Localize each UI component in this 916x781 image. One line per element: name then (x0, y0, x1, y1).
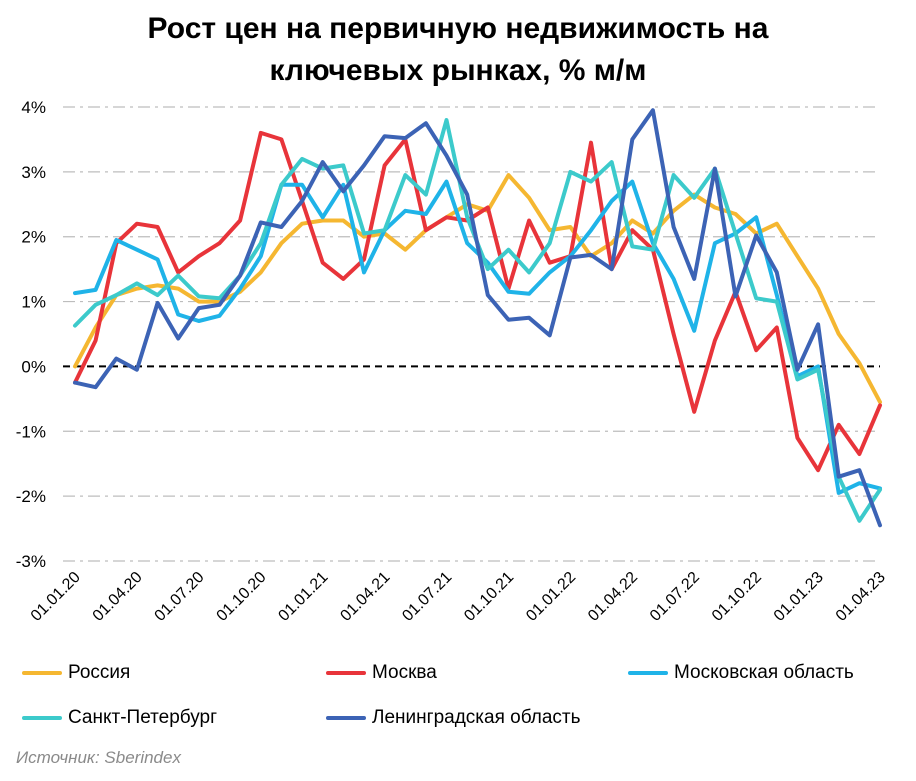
series-line-mo (73, 179, 882, 495)
x-tick-label: 01.01.20 (28, 569, 84, 625)
series-line-russia (73, 173, 882, 405)
x-tick-label: 01.01.22 (523, 569, 579, 625)
y-tick-label: 0% (21, 357, 46, 376)
legend-item-lo: Ленинградская область (326, 707, 581, 729)
legend-label-moscow: Москва (372, 662, 437, 683)
x-tick-label: 01.01.23 (771, 569, 827, 625)
legend-item-spb: Санкт-Петербург (22, 707, 217, 729)
x-tick-label: 01.01.21 (275, 569, 331, 625)
legend-label-mo: Московская область (674, 662, 854, 683)
y-tick-label: 2% (21, 228, 46, 247)
chart-title: Рост цен на первичную недвижимость на кл… (0, 8, 916, 92)
y-tick-label: 3% (21, 163, 46, 182)
x-tick-label: 01.04.20 (90, 569, 146, 625)
series-line-lo (73, 108, 882, 528)
legend-swatch-mo (628, 671, 668, 675)
y-tick-label: -1% (16, 422, 46, 441)
source-note: Источник: Sberindex (16, 748, 181, 767)
legend-swatch-moscow (326, 671, 366, 675)
legend-swatch-lo (326, 716, 366, 720)
legend-swatch-russia (22, 671, 62, 675)
x-tick-label: 01.07.21 (399, 569, 455, 625)
y-tick-label: 4% (21, 98, 46, 117)
legend-label-lo: Ленинградская область (372, 707, 581, 728)
x-tick-label: 01.04.23 (833, 569, 889, 625)
x-tick-label: 01.04.22 (585, 569, 641, 625)
legend-swatch-spb (22, 716, 62, 720)
series-line-moscow (73, 130, 882, 473)
legend-item-mo: Московская область (628, 662, 854, 684)
legend-item-russia: Россия (22, 662, 130, 684)
y-tick-label: -3% (16, 552, 46, 571)
legend-item-moscow: Москва (326, 662, 437, 684)
x-tick-label: 01.10.22 (709, 569, 765, 625)
x-tick-label: 01.07.20 (152, 569, 208, 625)
legend-label-russia: Россия (68, 662, 131, 683)
x-tick-label: 01.10.20 (214, 569, 270, 625)
x-tick-label: 01.07.22 (647, 569, 703, 625)
chart-title-line-2: ключевых рынках, % м/м (269, 54, 647, 87)
y-tick-label: 1% (21, 293, 46, 312)
y-tick-label: -2% (16, 487, 46, 506)
x-tick-label: 01.04.21 (337, 569, 393, 625)
legend-label-spb: Санкт-Петербург (68, 707, 218, 728)
x-tick-label: 01.10.21 (461, 569, 517, 625)
chart-title-line-1: Рост цен на первичную недвижимость на (147, 12, 769, 45)
